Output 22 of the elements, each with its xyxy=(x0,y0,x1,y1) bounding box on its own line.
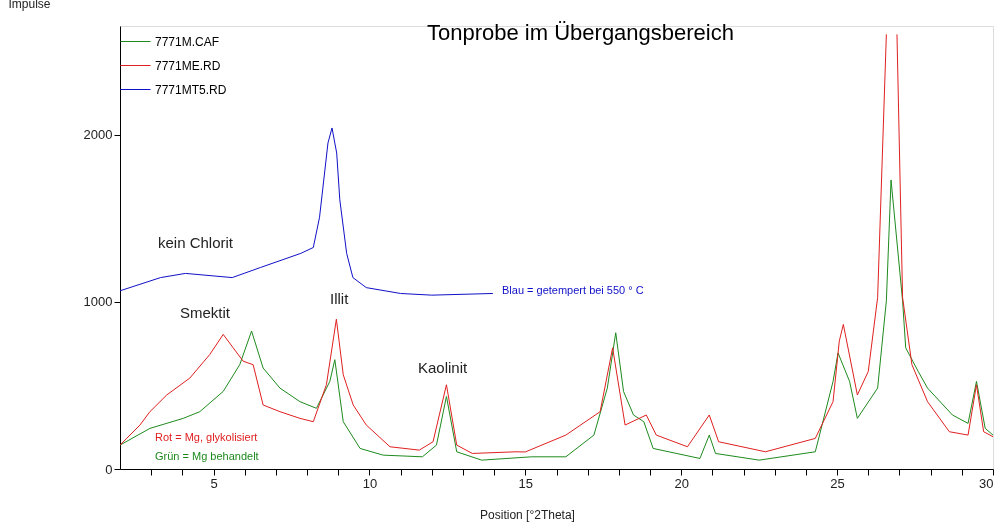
chart-title: Tonprobe im Übergangsbereich xyxy=(427,20,734,45)
annotation: Rot = Mg, glykolisiert xyxy=(155,431,258,443)
y-tick-label: 0 xyxy=(105,461,113,477)
annotation: Illit xyxy=(330,290,350,307)
legend-label: 7771ME.RD xyxy=(155,58,221,73)
legend-label: 7771M.CAF xyxy=(155,34,220,49)
x-tick-label: 30 xyxy=(979,475,994,491)
annotation: Smektit xyxy=(180,304,231,321)
x-tick-label: 25 xyxy=(830,475,845,491)
annotation: kein Chlorit xyxy=(158,234,234,251)
line-series xyxy=(120,179,993,461)
x-tick-label: 10 xyxy=(362,475,378,491)
x-axis-title: Position [°2Theta] xyxy=(480,507,575,522)
annotation: Grün = Mg behandelt xyxy=(155,450,259,462)
y-tick-label: 2000 xyxy=(83,127,113,143)
annotation: Blau = getempert bei 550 ° C xyxy=(502,284,644,296)
x-tick-label: 5 xyxy=(210,475,218,491)
legend-label: 7771MT5.RD xyxy=(155,82,227,97)
x-tick-label: 15 xyxy=(518,475,534,491)
y-tick-label: 1000 xyxy=(83,294,113,310)
x-tick-label: 20 xyxy=(674,475,689,491)
annotation: Kaolinit xyxy=(418,359,469,376)
